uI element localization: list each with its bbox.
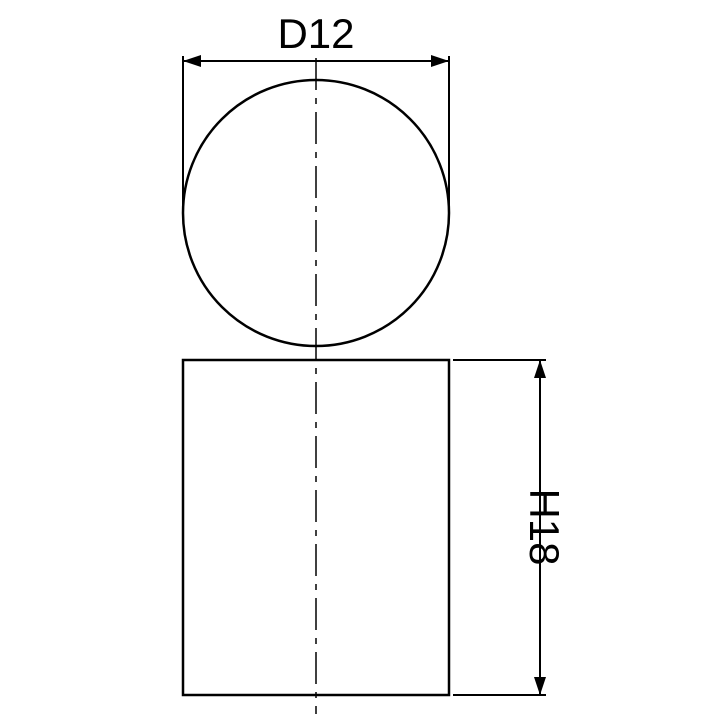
dim-d-arrow-left	[183, 55, 201, 67]
dim-h-label: H18	[521, 488, 568, 565]
engineering-drawing: D12 H18	[0, 0, 720, 720]
dim-h-arrow-top	[534, 360, 546, 378]
dim-h-arrow-bottom	[534, 677, 546, 695]
dim-d-arrow-right	[431, 55, 449, 67]
dimension-height: H18	[453, 360, 568, 695]
dim-d-label: D12	[277, 10, 354, 57]
